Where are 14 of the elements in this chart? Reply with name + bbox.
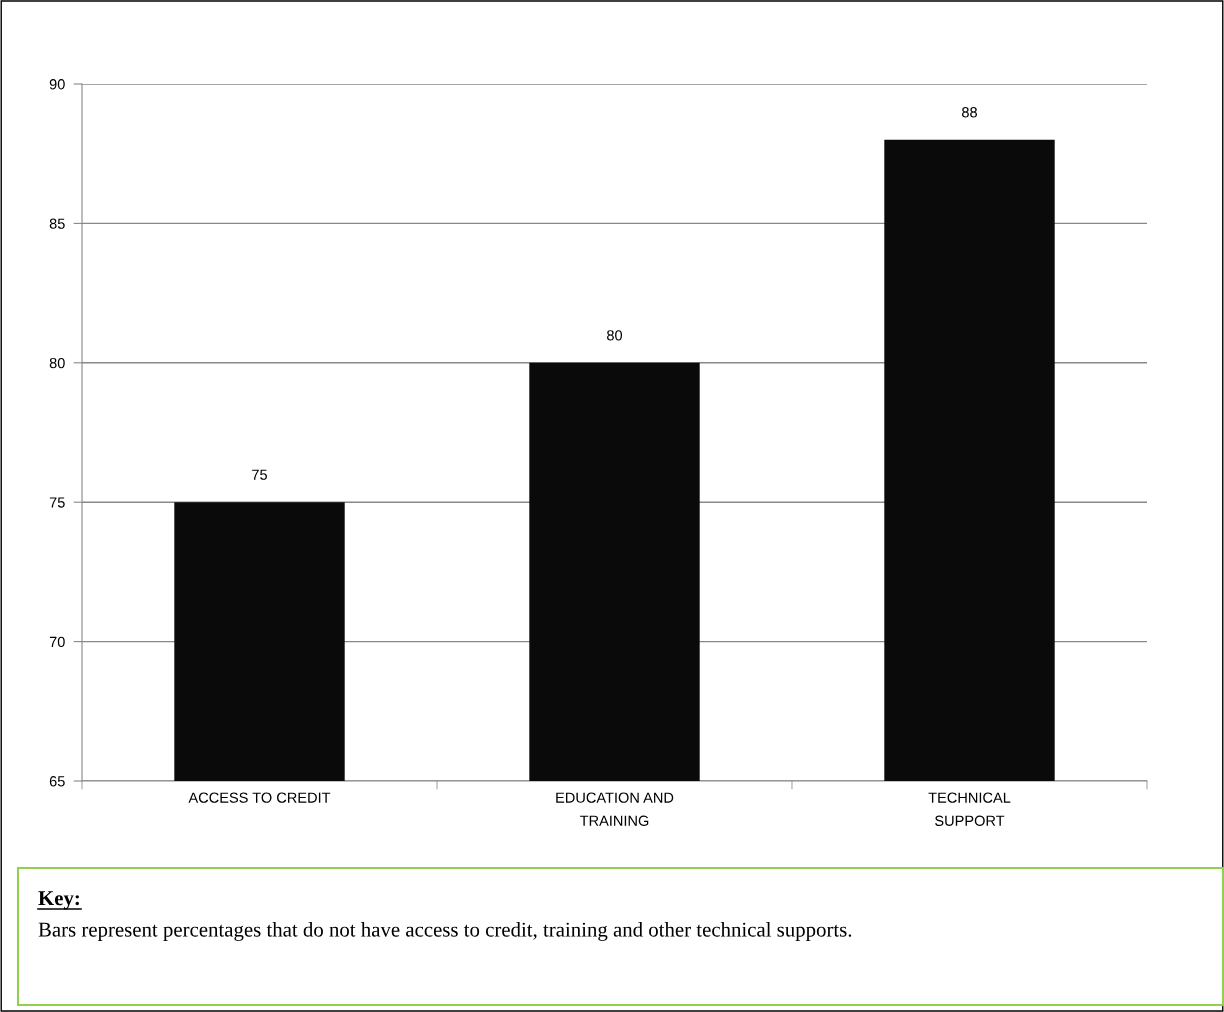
data-label: 88 bbox=[962, 107, 977, 118]
text: Bars represent percentages that do not have access to credit, training and other technical supports. bbox=[38, 922, 852, 941]
text: Key: bbox=[38, 891, 79, 910]
data-label: 75 bbox=[252, 469, 267, 480]
y-tick-label: 90 bbox=[49, 79, 65, 90]
data-label: 80 bbox=[607, 330, 623, 341]
x-tick-label: ACCESS TO CREDIT bbox=[188, 792, 331, 803]
x-tick-label: TECHNICAL SUPPORT bbox=[928, 792, 1011, 826]
y-tick-label: 70 bbox=[49, 636, 65, 648]
y-tick-label: 75 bbox=[49, 497, 65, 508]
y-tick-label: 85 bbox=[49, 218, 65, 229]
y-tick-label: 80 bbox=[49, 357, 65, 369]
y-tick-label: 65 bbox=[49, 776, 65, 787]
x-tick-label: EDUCATION AND TRAINING bbox=[556, 792, 674, 826]
